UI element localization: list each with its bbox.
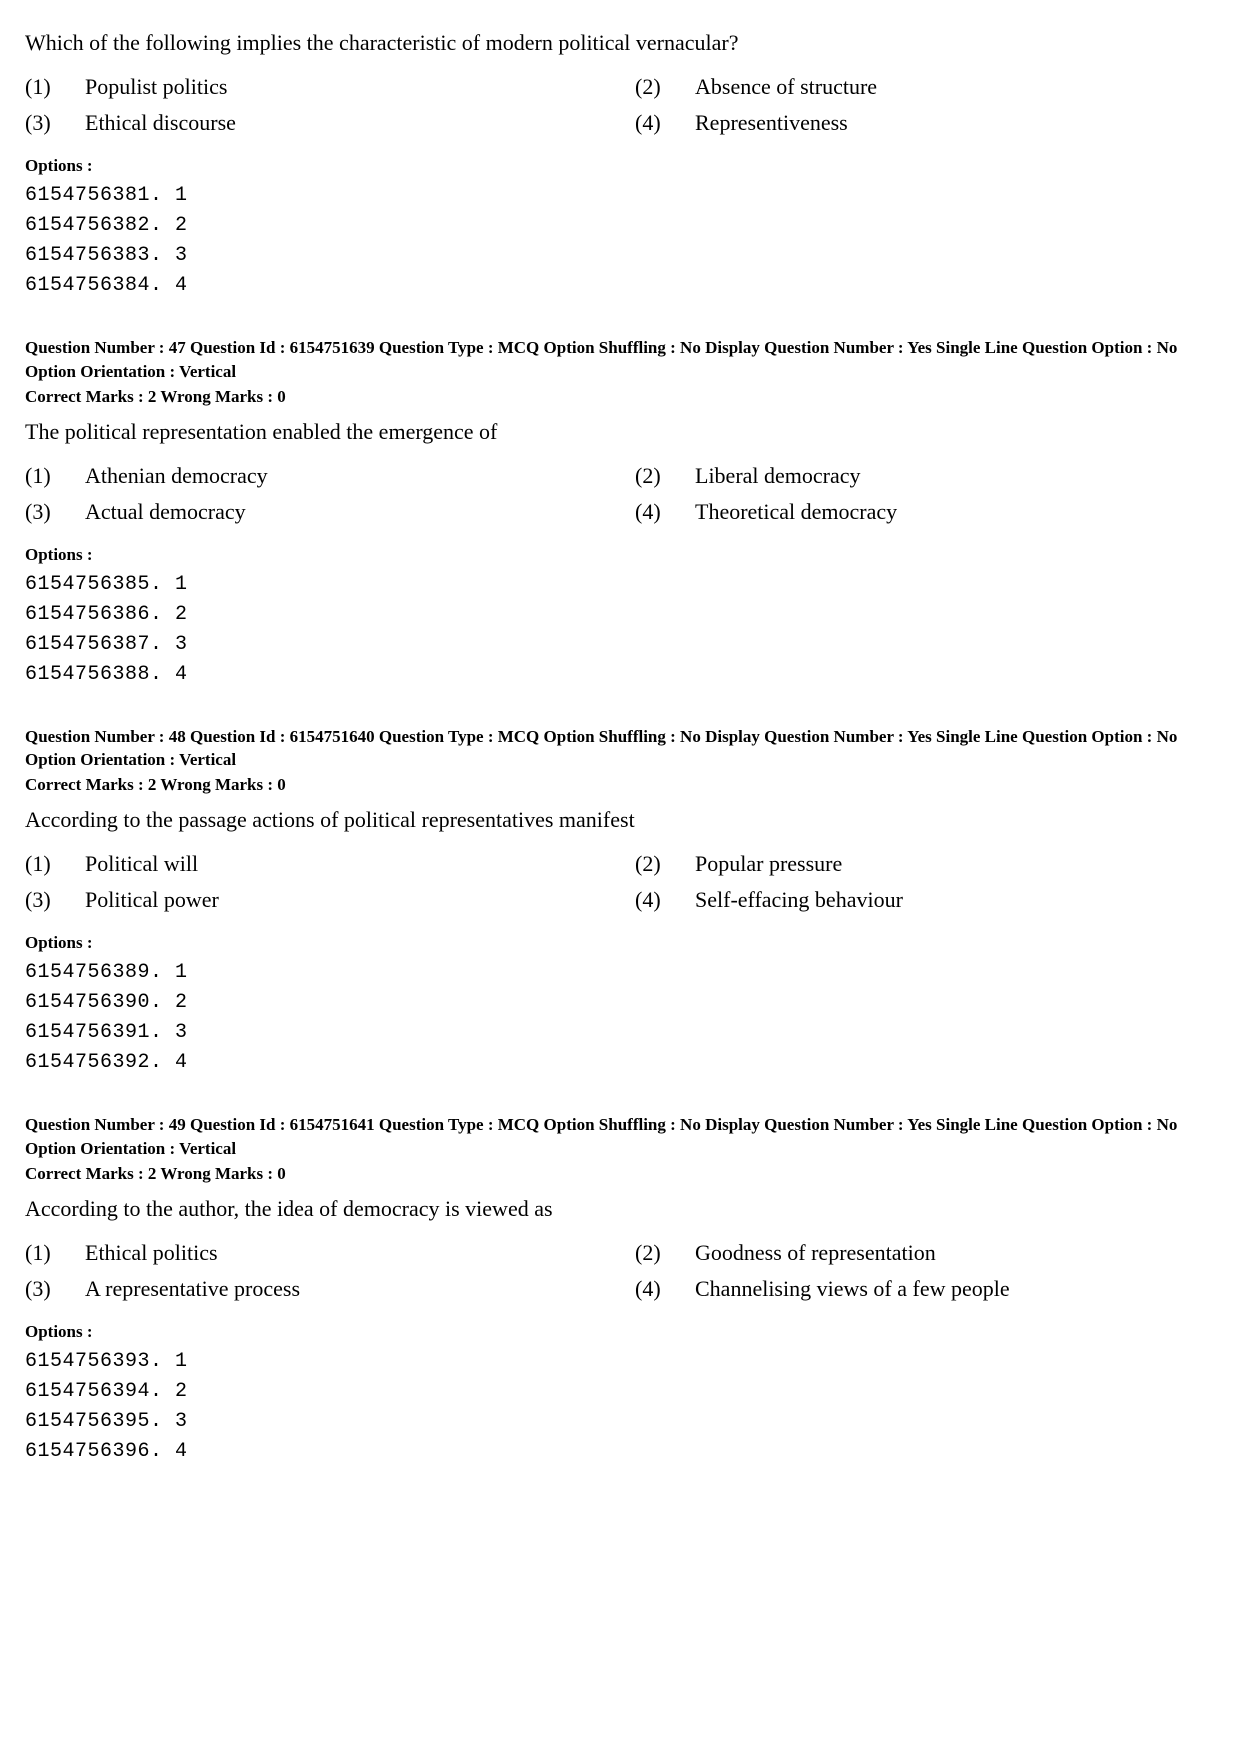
choice-num: (4) [635,110,695,136]
choice-text: Self-effacing behaviour [695,887,903,913]
option-line: 6154756386. 2 [25,600,1215,630]
question-block-47: Question Number : 47 Question Id : 61547… [25,336,1215,690]
choice-text: Ethical discourse [85,110,236,136]
choice-text: Populist politics [85,74,227,100]
option-line: 6154756390. 2 [25,988,1215,1018]
choice-1: (1) Athenian democracy [25,463,605,489]
choice-num: (3) [25,110,85,136]
option-line: 6154756383. 3 [25,241,1215,271]
choice-num: (4) [635,499,695,525]
choice-3: (3) Ethical discourse [25,110,605,136]
question-text: According to the author, the idea of dem… [25,1196,1215,1222]
choice-3: (3) A representative process [25,1276,605,1302]
choices-grid: (1) Athenian democracy (2) Liberal democ… [25,463,1215,525]
choice-num: (1) [25,851,85,877]
option-line: 6154756395. 3 [25,1407,1215,1437]
choice-text: Goodness of representation [695,1240,936,1266]
choice-num: (2) [635,851,695,877]
choices-grid: (1) Populist politics (2) Absence of str… [25,74,1215,136]
choice-num: (3) [25,887,85,913]
option-line: 6154756388. 4 [25,660,1215,690]
choice-text: Absence of structure [695,74,877,100]
choice-num: (2) [635,463,695,489]
option-line: 6154756396. 4 [25,1437,1215,1467]
option-line: 6154756382. 2 [25,211,1215,241]
choice-num: (1) [25,74,85,100]
option-line: 6154756393. 1 [25,1347,1215,1377]
question-meta: Question Number : 49 Question Id : 61547… [25,1113,1215,1161]
choice-text: Political power [85,887,219,913]
choice-4: (4) Channelising views of a few people [635,1276,1215,1302]
option-line: 6154756389. 1 [25,958,1215,988]
option-line: 6154756391. 3 [25,1018,1215,1048]
question-text: According to the passage actions of poli… [25,807,1215,833]
choice-text: Athenian democracy [85,463,268,489]
options-label: Options : [25,545,1215,565]
question-meta: Question Number : 48 Question Id : 61547… [25,725,1215,773]
choice-num: (3) [25,499,85,525]
question-block-first: Which of the following implies the chara… [25,30,1215,301]
choice-1: (1) Ethical politics [25,1240,605,1266]
choice-num: (2) [635,74,695,100]
choices-grid: (1) Ethical politics (2) Goodness of rep… [25,1240,1215,1302]
choice-text: A representative process [85,1276,300,1302]
choices-grid: (1) Political will (2) Popular pressure … [25,851,1215,913]
choice-4: (4) Theoretical democracy [635,499,1215,525]
choice-2: (2) Popular pressure [635,851,1215,877]
choice-3: (3) Actual democracy [25,499,605,525]
choice-num: (4) [635,1276,695,1302]
choice-text: Actual democracy [85,499,246,525]
question-text: The political representation enabled the… [25,419,1215,445]
option-line: 6154756385. 1 [25,570,1215,600]
option-line: 6154756394. 2 [25,1377,1215,1407]
choice-num: (2) [635,1240,695,1266]
choice-2: (2) Liberal democracy [635,463,1215,489]
options-label: Options : [25,1322,1215,1342]
marks-meta: Correct Marks : 2 Wrong Marks : 0 [25,387,1215,407]
options-label: Options : [25,933,1215,953]
choice-4: (4) Self-effacing behaviour [635,887,1215,913]
choice-num: (1) [25,463,85,489]
marks-meta: Correct Marks : 2 Wrong Marks : 0 [25,775,1215,795]
option-line: 6154756384. 4 [25,271,1215,301]
choice-num: (4) [635,887,695,913]
choice-text: Ethical politics [85,1240,218,1266]
choice-text: Political will [85,851,198,877]
choice-text: Channelising views of a few people [695,1276,1010,1302]
option-line: 6154756387. 3 [25,630,1215,660]
question-block-48: Question Number : 48 Question Id : 61547… [25,725,1215,1079]
question-block-49: Question Number : 49 Question Id : 61547… [25,1113,1215,1467]
question-meta: Question Number : 47 Question Id : 61547… [25,336,1215,384]
question-text: Which of the following implies the chara… [25,30,1215,56]
choice-1: (1) Populist politics [25,74,605,100]
options-label: Options : [25,156,1215,176]
choice-num: (1) [25,1240,85,1266]
marks-meta: Correct Marks : 2 Wrong Marks : 0 [25,1164,1215,1184]
option-line: 6154756381. 1 [25,181,1215,211]
choice-2: (2) Goodness of representation [635,1240,1215,1266]
choice-num: (3) [25,1276,85,1302]
choice-2: (2) Absence of structure [635,74,1215,100]
choice-text: Popular pressure [695,851,842,877]
choice-3: (3) Political power [25,887,605,913]
choice-4: (4) Representiveness [635,110,1215,136]
choice-text: Theoretical democracy [695,499,897,525]
choice-1: (1) Political will [25,851,605,877]
option-line: 6154756392. 4 [25,1048,1215,1078]
choice-text: Representiveness [695,110,848,136]
choice-text: Liberal democracy [695,463,861,489]
